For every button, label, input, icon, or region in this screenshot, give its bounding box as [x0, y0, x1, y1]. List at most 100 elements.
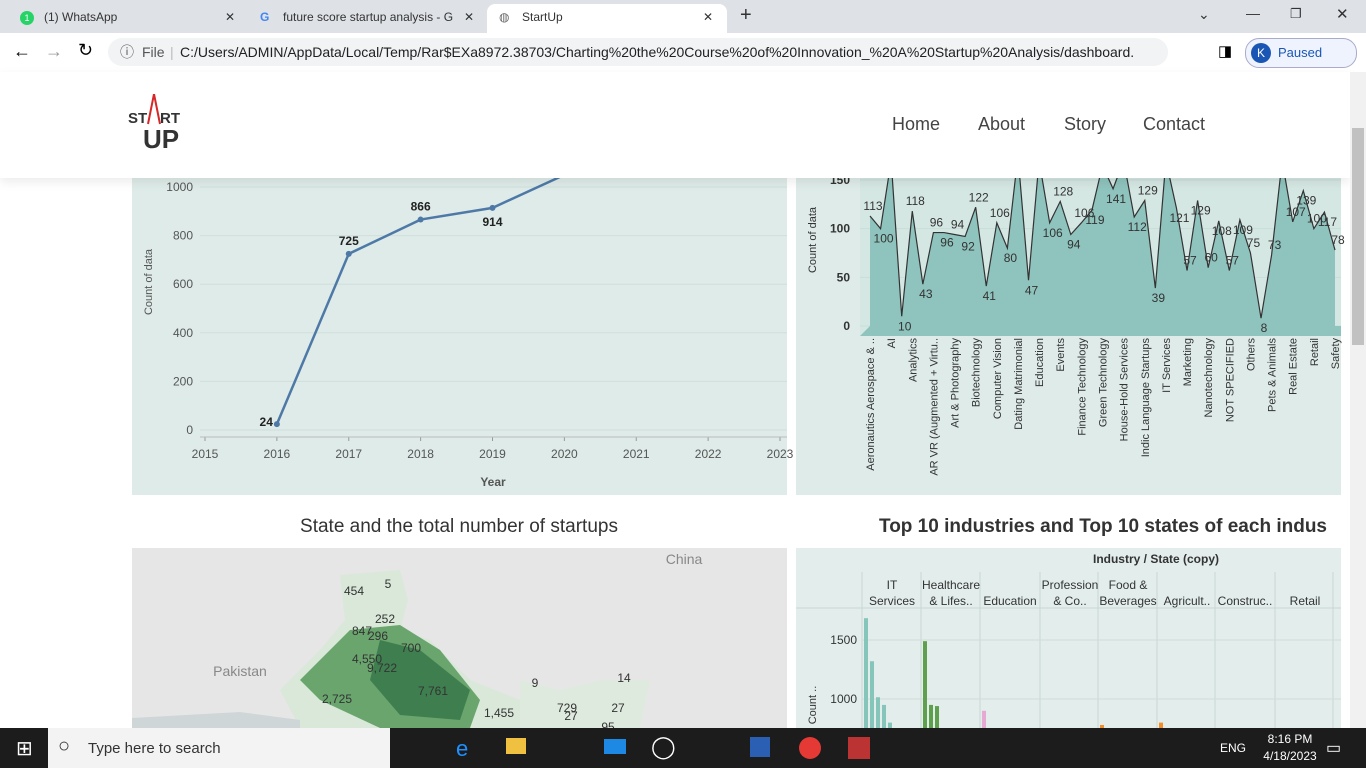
scroll-thumb[interactable] — [1352, 128, 1364, 345]
column-header: Beverages — [1099, 594, 1156, 608]
search-box[interactable]: ○ Type here to search — [48, 728, 390, 768]
profile-status: Paused — [1278, 45, 1323, 60]
scrollbar[interactable] — [1350, 72, 1366, 728]
app-icon[interactable] — [799, 737, 821, 759]
clock-date[interactable]: 4/18/2023 — [1263, 749, 1317, 763]
logo[interactable]: ST RT UP — [128, 94, 198, 154]
maximize[interactable]: ❐ — [1290, 6, 1302, 21]
bar — [923, 641, 927, 728]
x-tick-label: Biotechnology — [971, 338, 983, 408]
tab[interactable]: 1 (1) WhatsApp ✕ — [0, 4, 247, 33]
region — [520, 680, 650, 728]
back[interactable]: ← — [13, 41, 31, 61]
logo-spike — [147, 94, 161, 125]
x-tick-label: Marketing — [1182, 338, 1194, 386]
app-icon[interactable]: ◯ — [651, 734, 676, 759]
region — [370, 640, 470, 720]
y-axis-title: Count .. — [807, 686, 819, 725]
data-label: 106 — [1074, 206, 1094, 220]
taskbar: ⊞ ○ Type here to search e ◯ ENG 8:16 PM … — [0, 728, 1366, 768]
tab-title: future score startup analysis - Go — [283, 10, 453, 24]
nav-link[interactable]: Home — [892, 114, 941, 134]
map-label: 2,725 — [322, 692, 352, 706]
nav-link[interactable]: Story — [1064, 114, 1107, 134]
y-tick-label: 800 — [173, 229, 193, 243]
data-label: 108 — [1212, 224, 1232, 238]
profile[interactable]: K Paused — [1245, 38, 1357, 68]
tab[interactable]: G future score startup analysis - Go ✕ — [248, 4, 486, 33]
close-window[interactable]: ✕ — [1336, 6, 1349, 23]
dashboard: State and the total number of startups T… — [132, 139, 1345, 728]
start[interactable]: ⊞ — [16, 738, 33, 760]
y-tick-label: 1000 — [166, 180, 193, 194]
point — [345, 250, 352, 257]
x-tick-label: 2018 — [407, 447, 434, 461]
nav-link[interactable]: About — [978, 114, 1026, 134]
x-tick-label: Aeronautics Aerospace & .. — [865, 338, 877, 471]
close[interactable]: ✕ — [464, 10, 475, 24]
bar — [882, 704, 886, 728]
x-tick-label: Green Technology — [1098, 338, 1110, 428]
map-label: 252 — [375, 612, 395, 626]
nav-link[interactable]: Contact — [1143, 114, 1206, 134]
app-icon[interactable]: e — [456, 736, 469, 761]
clock-time[interactable]: 8:16 PM — [1267, 732, 1313, 746]
data-label: 107 — [1286, 205, 1306, 219]
x-tick-label: Dating Matrimonial — [1013, 338, 1025, 430]
notifications[interactable]: ▭ — [1326, 740, 1342, 757]
tab-search[interactable]: ⌄ — [1198, 6, 1210, 22]
data-label: 96 — [930, 216, 944, 230]
area — [860, 155, 1341, 336]
x-tick-label: 2022 — [695, 447, 722, 461]
map-label: 454 — [344, 584, 364, 598]
forward[interactable]: → — [45, 41, 63, 61]
bar — [876, 697, 880, 728]
y-tick-label: 100 — [830, 222, 850, 236]
bar — [1100, 724, 1104, 728]
reload[interactable]: ↻ — [78, 40, 94, 60]
data-label: 112 — [1128, 220, 1147, 234]
data-label: 113 — [863, 199, 882, 213]
x-tick-label: 2015 — [192, 447, 219, 461]
close[interactable]: ✕ — [225, 10, 236, 24]
data-label: 106 — [1043, 226, 1063, 240]
data-label: 129 — [1138, 183, 1158, 197]
app-icon[interactable] — [750, 737, 770, 757]
app-icon[interactable] — [506, 738, 526, 754]
column-header: & Lifes.. — [929, 594, 972, 608]
side-panel[interactable]: ◨ — [1218, 43, 1233, 60]
map-label: 27 — [564, 709, 578, 723]
info-icon: ⓘ — [120, 44, 134, 60]
tab-active[interactable]: ◍ StartUp ✕ — [487, 4, 727, 33]
x-tick-label: Education — [1034, 338, 1046, 387]
data-label: 122 — [969, 190, 989, 204]
app-icon[interactable] — [604, 739, 626, 754]
sea — [132, 712, 300, 728]
x-tick-label: AI — [886, 338, 898, 348]
language[interactable]: ENG — [1220, 741, 1247, 755]
bar — [888, 722, 892, 728]
x-tick-label: Finance Technology — [1076, 338, 1088, 436]
address-bar[interactable]: ⓘ File | C:/Users/ADMIN/AppData/Local/Te… — [108, 38, 1168, 66]
data-label: 121 — [1169, 211, 1189, 225]
data-label: 8 — [1261, 321, 1268, 335]
tab-title: (1) WhatsApp — [44, 10, 118, 24]
bar — [870, 661, 874, 728]
y-axis-title: Count of data — [807, 206, 819, 273]
data-label: 129 — [1191, 203, 1211, 217]
point — [489, 204, 496, 211]
data-label: 41 — [983, 289, 997, 303]
new-tab[interactable]: + — [740, 4, 752, 26]
map-label: 27 — [611, 701, 625, 715]
close[interactable]: ✕ — [703, 10, 714, 24]
column-header: Food & — [1109, 578, 1148, 592]
data-label: 73 — [1268, 238, 1282, 252]
app-icon[interactable] — [848, 737, 870, 759]
column-header: Retail — [1290, 594, 1321, 608]
point — [273, 421, 280, 428]
map-label: 9,722 — [367, 661, 397, 675]
y-tick-label: 0 — [186, 423, 193, 437]
bar — [929, 704, 933, 728]
minimize[interactable]: — — [1246, 5, 1260, 21]
